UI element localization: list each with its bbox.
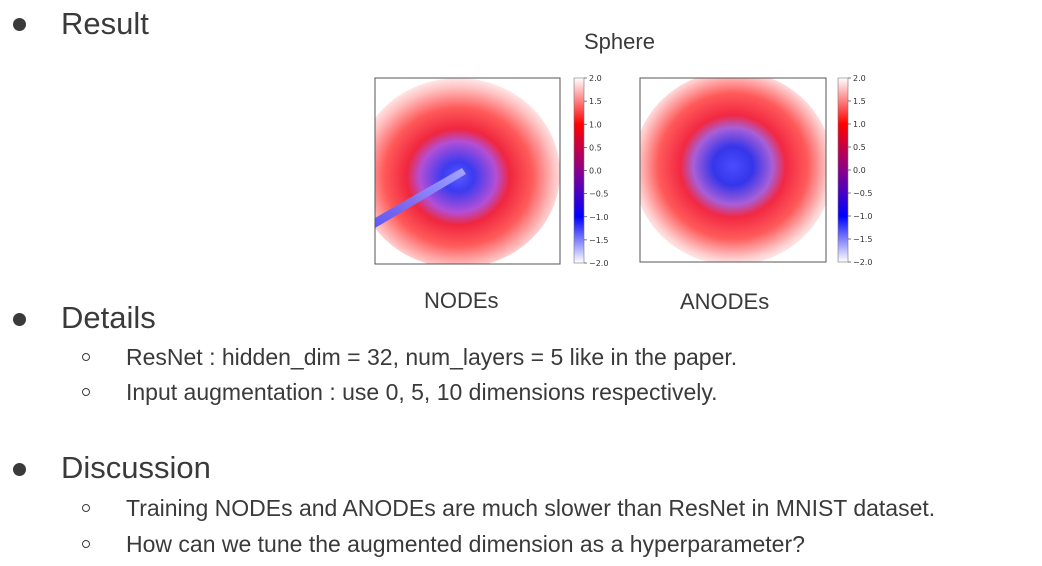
anodes-colorbar-tick-label: 0.0 bbox=[853, 166, 866, 175]
anodes-colorbar-tick-label: −1.0 bbox=[853, 212, 872, 221]
nodes-colorbar-tick-label: 0.5 bbox=[589, 143, 602, 152]
sub-bullet bbox=[82, 540, 90, 548]
anodes-colorbar-tick-label: 1.0 bbox=[853, 120, 866, 129]
bullet-result bbox=[13, 18, 26, 31]
anodes-colorbar-tick-label: −1.5 bbox=[853, 235, 872, 244]
sub-bullet bbox=[82, 353, 90, 361]
nodes-frame bbox=[374, 77, 561, 265]
section-title-result: Result bbox=[61, 6, 149, 41]
details-item: ResNet : hidden_dim = 32, num_layers = 5… bbox=[126, 344, 738, 370]
figure-title: Sphere bbox=[584, 29, 655, 54]
nodes-colorbar-tick-label: −0.5 bbox=[589, 190, 608, 199]
bullet-discussion bbox=[13, 463, 26, 476]
nodes-colorbar-tick-label: 2.0 bbox=[589, 74, 602, 83]
nodes-colorbar-tick-label: −1.0 bbox=[589, 213, 608, 222]
anodes-colorbar-tick-label: 2.0 bbox=[853, 74, 866, 83]
section-title-discussion: Discussion bbox=[61, 450, 211, 485]
discussion-item: How can we tune the augmented dimension … bbox=[126, 531, 805, 557]
bullet-details bbox=[13, 313, 26, 326]
anodes-colorbar: 2.0 1.5 1.0 0.5 0.0 −0.5 −1.0 −1.5 −2.0 bbox=[837, 74, 872, 267]
discussion-item: Training NODEs and ANODEs are much slowe… bbox=[126, 495, 936, 521]
nodes-colorbar-tick-label: 1.5 bbox=[589, 97, 602, 106]
nodes-colorbar-tick-label: −2.0 bbox=[589, 259, 608, 268]
sub-bullet bbox=[82, 504, 90, 512]
anodes-colorbar-tick-label: −0.5 bbox=[853, 189, 872, 198]
section-title-details: Details bbox=[61, 300, 156, 335]
figure-plots: 2.0 1.5 1.0 0.5 0.0 −0.5 −1.0 −1.5 −2.0 2.0 1.5 1.… bbox=[374, 74, 872, 268]
sub-bullet bbox=[82, 388, 90, 396]
anodes-colorbar-tick-label: −2.0 bbox=[853, 258, 872, 267]
details-item: Input augmentation : use 0, 5, 10 dimens… bbox=[126, 379, 718, 405]
caption-nodes: NODEs bbox=[424, 288, 499, 313]
nodes-colorbar-tick-label: 1.0 bbox=[589, 120, 602, 129]
nodes-colorbar: 2.0 1.5 1.0 0.5 0.0 −0.5 −1.0 −1.5 −2.0 bbox=[573, 74, 608, 268]
caption-anodes: ANODEs bbox=[680, 289, 770, 314]
anodes-heatmap bbox=[640, 78, 826, 262]
anodes-colorbar-tick-label: 0.5 bbox=[853, 143, 866, 152]
nodes-colorbar-tick-label: 0.0 bbox=[589, 167, 602, 176]
nodes-colorbar-tick-label: −1.5 bbox=[589, 236, 608, 245]
anodes-frame bbox=[639, 77, 827, 263]
nodes-heatmap bbox=[375, 78, 560, 264]
anodes-colorbar-tick-label: 1.5 bbox=[853, 97, 866, 106]
